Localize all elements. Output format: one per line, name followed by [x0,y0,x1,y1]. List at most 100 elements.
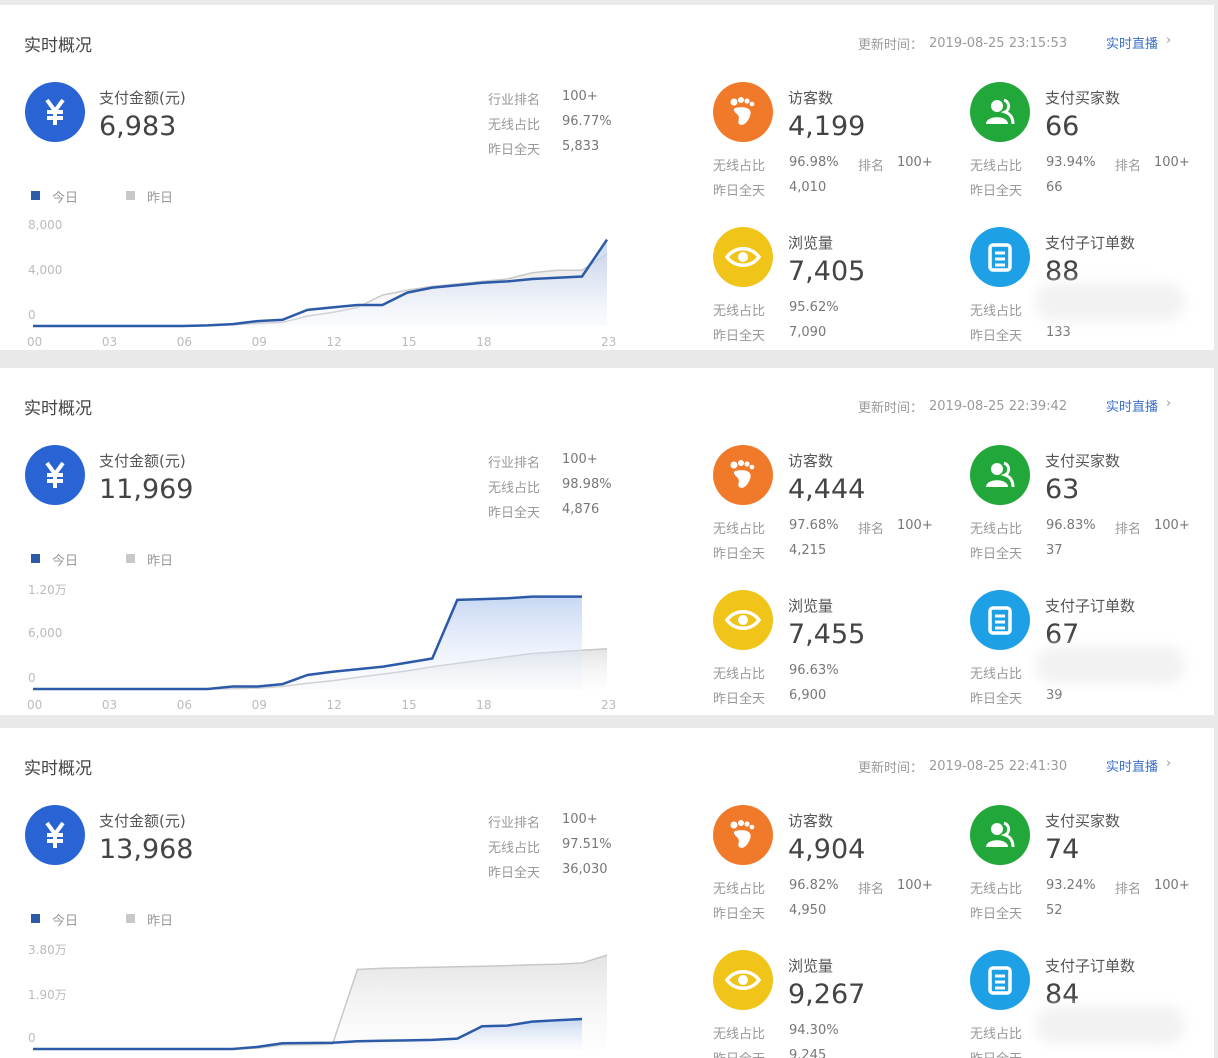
pageviews-value: 7,455 [788,619,866,650]
x-tick-label: 03 [101,335,118,349]
x-tick-label: 03 [101,698,118,712]
x-tick-label: 06 [176,335,193,349]
visitors-label: 访客数 [788,452,834,470]
pay-wireless-ratio-value: 96.77% [562,114,612,129]
buyers-wireless-ratio-value: 93.94% [1046,155,1096,170]
visitors-rank-value: 100+ [897,878,933,893]
panel-title: 实时概况 [24,36,92,56]
pay-wireless-ratio-label: 无线占比 [488,118,541,133]
orders-label: 支付子订单数 [1045,234,1136,252]
sales-trend-chart [33,595,608,691]
footprint-icon [713,805,773,865]
pay-industry-rank-label: 行业排名 [488,816,541,831]
pageviews-wireless-ratio-label: 无线占比 [713,667,766,682]
visitors-rank-value: 100+ [897,518,933,533]
legend-yesterday-swatch [126,914,135,923]
visitors-yesterday-label: 昨日全天 [713,907,766,922]
orders-wireless-ratio-label: 无线占比 [970,1027,1023,1042]
buyers-wireless-ratio-value: 96.83% [1046,518,1096,533]
visitors-rank-value: 100+ [897,155,933,170]
orders-wireless-ratio-label: 无线占比 [970,304,1023,319]
y-tick-label: 3.80万 [28,943,67,957]
eye-icon [713,227,773,287]
pay-yesterday-total-label: 昨日全天 [488,143,541,158]
orders-value: 67 [1045,619,1080,650]
x-tick-label: 09 [251,335,267,349]
update-time-value: 2019-08-25 23:15:53 [929,36,1068,51]
pay-amount-label: 支付金额(元) [99,812,186,830]
buyers-icon [970,445,1030,505]
legend-yesterday: 昨日 [147,554,174,569]
order-list-icon [970,950,1030,1010]
buyers-rank-label: 排名 [1115,522,1142,537]
legend-today-swatch [31,191,40,200]
legend-yesterday-swatch [126,191,135,200]
legend-yesterday: 昨日 [147,191,174,206]
x-tick-label: 15 [401,698,417,712]
update-time-label: 更新时间： [858,761,924,776]
orders-value: 84 [1045,979,1080,1010]
buyers-wireless-ratio-label: 无线占比 [970,522,1023,537]
visitors-wireless-ratio-value: 96.82% [789,878,839,893]
legend-yesterday: 昨日 [147,914,174,929]
update-time: 更新时间： 2019-08-25 23:15:53 [858,34,1067,53]
update-time-label: 更新时间： [858,38,924,53]
legend-yesterday-swatch [126,554,135,563]
pay-industry-rank-label: 行业排名 [488,456,541,471]
pay-wireless-ratio-value: 97.51% [562,837,612,852]
today-series-line [33,595,582,691]
live-link-label: 实时直播 [1106,760,1159,775]
live-broadcast-link[interactable]: 实时直播 › [1106,756,1171,775]
visitors-yesterday-label: 昨日全天 [713,184,766,199]
orders-value: 88 [1045,256,1080,287]
pageviews-wireless-ratio-value: 96.63% [789,663,839,678]
buyers-rank-label: 排名 [1115,882,1142,897]
live-broadcast-link[interactable]: 实时直播 › [1106,396,1171,415]
pay-wireless-ratio-label: 无线占比 [488,841,541,856]
blurred-redaction [1035,646,1185,684]
blurred-redaction [1035,1006,1185,1044]
order-list-icon [970,227,1030,287]
visitors-rank-label: 排名 [858,159,885,174]
buyers-rank-value: 100+ [1154,155,1190,170]
pay-amount-label: 支付金额(元) [99,89,186,107]
pay-industry-rank-value: 100+ [562,89,598,104]
today-series-line [33,238,609,328]
realtime-panel: 实时概况 更新时间： 2019-08-25 22:41:30 实时直播 › 支付金额(元)… [0,728,1214,1058]
buyers-yesterday-label: 昨日全天 [970,184,1023,199]
buyers-rank-value: 100+ [1154,518,1190,533]
visitors-yesterday-value: 4,950 [789,903,827,918]
today-area [33,239,607,326]
orders-yesterday-value: 133 [1046,325,1071,340]
y-tick-label: 6,000 [28,626,63,640]
y-tick-label: 0 [28,308,36,322]
orders-yesterday-label: 昨日全天 [970,1048,1022,1058]
visitors-yesterday-value: 4,010 [789,180,827,195]
pageviews-label: 浏览量 [788,234,834,252]
y-tick-label: 1.20万 [28,583,67,597]
chevron-right-icon: › [1166,33,1172,48]
visitors-wireless-ratio-value: 96.98% [789,155,839,170]
pay-amount-value: 6,983 [99,111,177,142]
buyers-value: 74 [1045,834,1080,865]
buyers-label: 支付买家数 [1045,89,1121,107]
y-tick-label: 1.90万 [28,988,67,1002]
pageviews-yesterday-value: 6,900 [789,688,827,703]
update-time: 更新时间： 2019-08-25 22:41:30 [858,757,1067,776]
update-time: 更新时间： 2019-08-25 22:39:42 [858,397,1067,416]
buyers-yesterday-value: 66 [1046,180,1063,195]
yen-icon [25,82,85,142]
panel-title: 实时概况 [24,399,92,419]
buyers-icon [970,82,1030,142]
live-broadcast-link[interactable]: 实时直播 › [1106,33,1171,52]
eye-icon [713,950,773,1010]
legend-today: 今日 [52,554,79,569]
visitors-wireless-ratio-label: 无线占比 [713,882,766,897]
pageviews-wireless-ratio-value: 95.62% [789,300,839,315]
pageviews-label: 浏览量 [788,957,834,975]
update-time-value: 2019-08-25 22:39:42 [929,399,1068,414]
x-tick-label: 00 [27,698,43,712]
visitors-rank-label: 排名 [858,882,885,897]
today-area [33,596,583,689]
sales-trend-chart [33,954,608,1051]
